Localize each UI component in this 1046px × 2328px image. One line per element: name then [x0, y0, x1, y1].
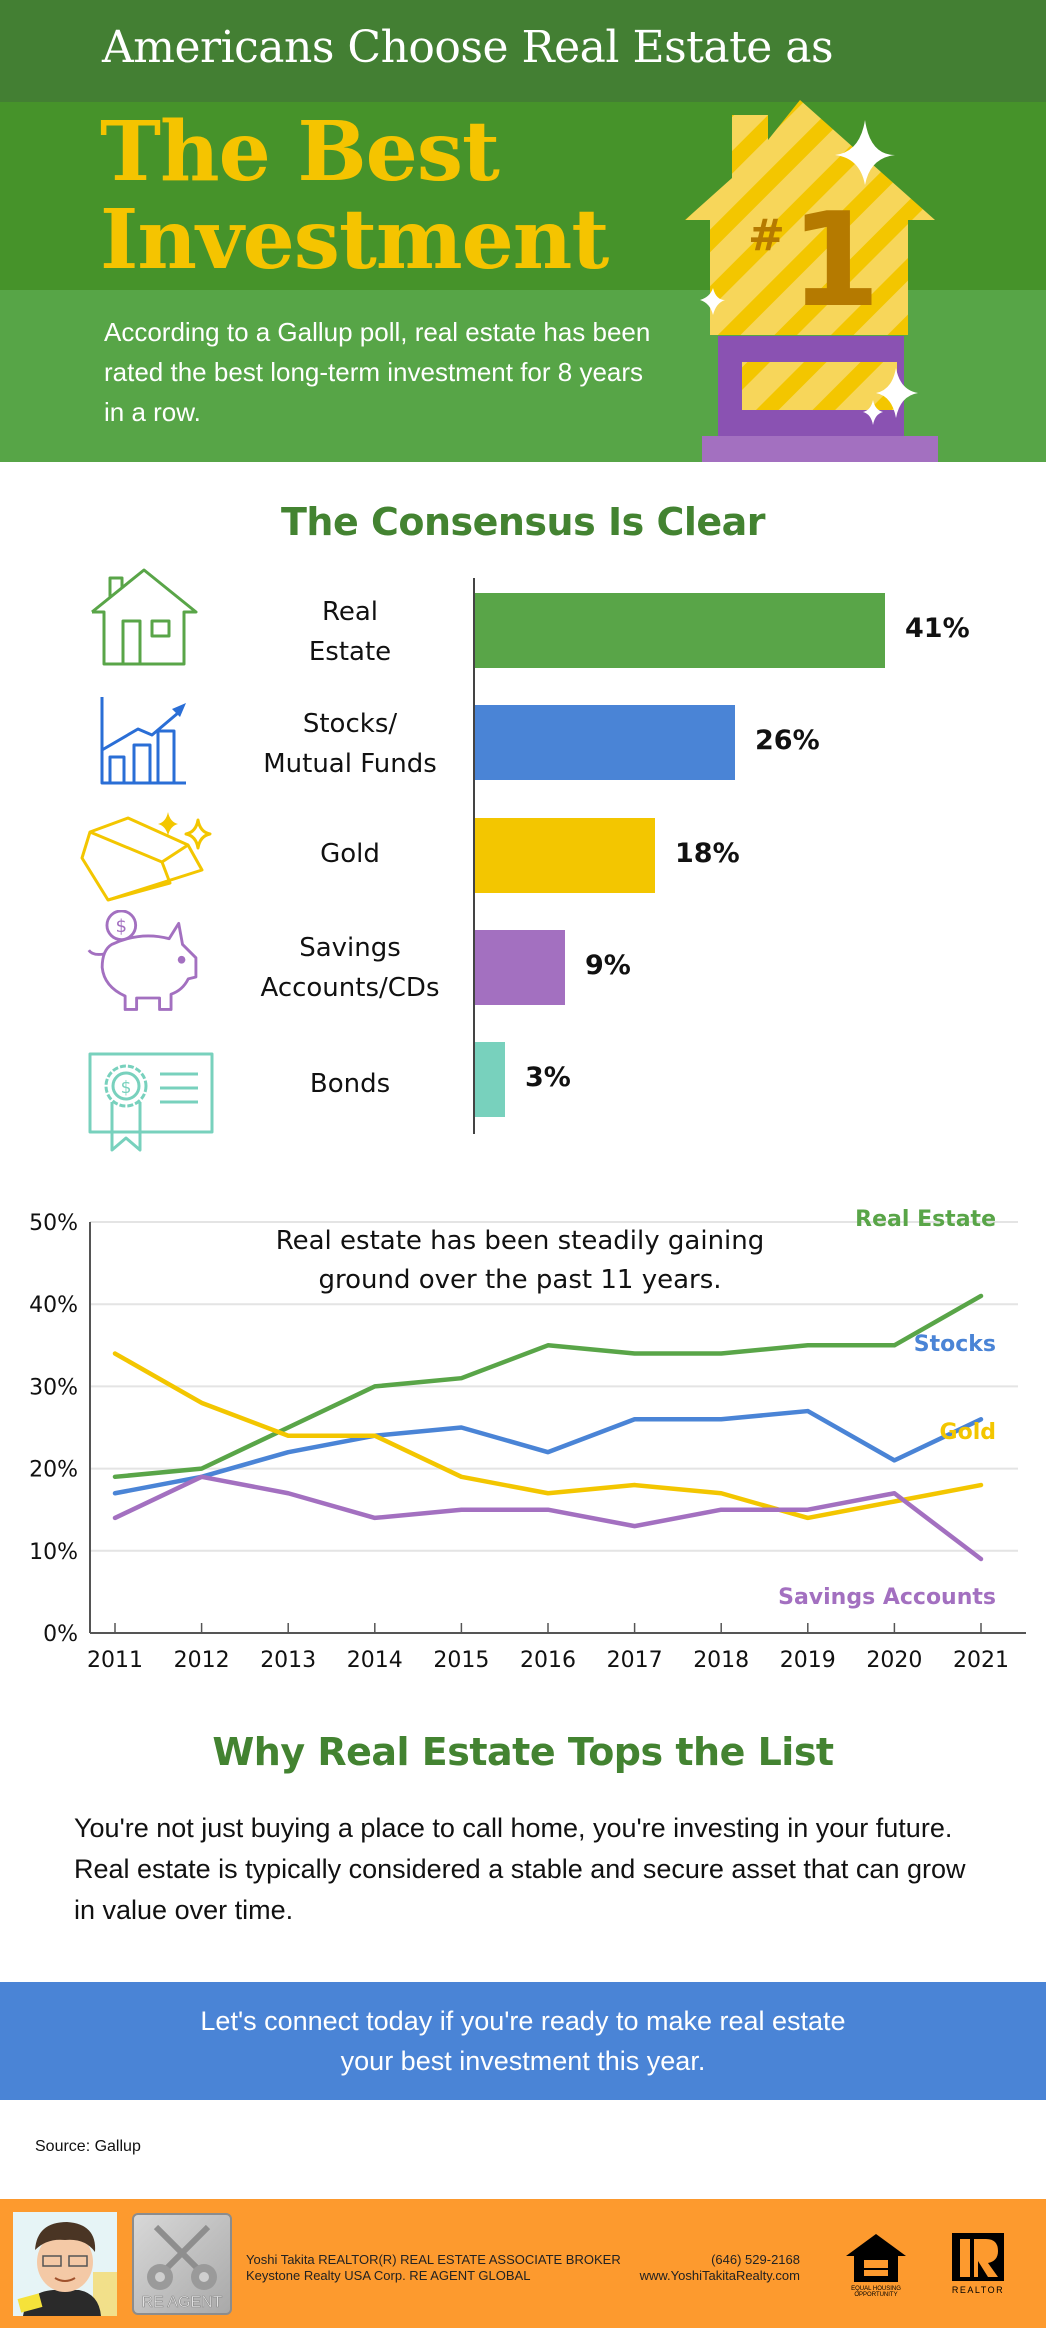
bar-4 — [475, 1042, 505, 1117]
y-tick-label: 50% — [29, 1211, 78, 1236]
bar-3 — [475, 930, 565, 1005]
trophy-house-shape — [685, 100, 935, 335]
x-tick-label: 2019 — [780, 1648, 836, 1670]
svg-text:REALTOR: REALTOR — [952, 2285, 1004, 2295]
series-label: Real Estate — [855, 1207, 996, 1232]
house-icon — [91, 568, 198, 666]
y-tick-label: 20% — [29, 1458, 78, 1483]
header-intro-text: According to a Gallup poll, real estate … — [104, 317, 651, 427]
bar-value-label: 3% — [525, 1062, 571, 1093]
sparkle-icon — [835, 120, 895, 185]
x-tick-label: 2011 — [87, 1648, 143, 1670]
svg-text:$: $ — [121, 1078, 132, 1098]
line-chart: 0% 10% 20% 30% 40% 50% 2011 2012 2013 2014 2015 201… — [29, 1207, 1026, 1670]
y-tick-label: 30% — [29, 1375, 78, 1400]
bar-chart-axis — [473, 578, 475, 1134]
re-agent-logo: RE AGENT — [132, 2213, 232, 2315]
sparkle-icon — [700, 288, 725, 315]
header-title-line1: The Best — [100, 104, 500, 200]
header-title: The Best Investment — [100, 104, 609, 288]
bar-value-label: 9% — [585, 950, 631, 981]
header-band-top — [0, 0, 1046, 102]
header-title-line2: Investment — [100, 192, 609, 288]
source-note: Source: Gallup — [35, 2138, 141, 2155]
x-tick-label: 2012 — [174, 1648, 230, 1670]
series-line-savings-accounts — [112, 1474, 984, 1562]
bar-0 — [475, 593, 885, 668]
bar-2 — [475, 818, 655, 893]
cta-text: Let's connect today if you're ready to m… — [200, 2006, 846, 2076]
trophy-pedestal — [702, 436, 938, 462]
footer-company-line: Keystone Realty USA Corp. RE AGENT GLOBA… — [246, 2268, 531, 2283]
category-label-gold: Gold — [320, 839, 380, 869]
category-label-savings: Savings Accounts/CDs — [260, 933, 440, 1003]
agent-caricature-icon — [13, 2212, 117, 2316]
bar-value-label: 26% — [755, 725, 820, 756]
category-label-bonds: Bonds — [309, 1069, 391, 1099]
series-label: Savings Accounts — [778, 1585, 996, 1610]
line-chart-annotation: Real estate has been steadily gaining gr… — [275, 1226, 765, 1295]
consensus-title: The Consensus Is Clear — [280, 500, 766, 544]
agent-avatar — [13, 2212, 117, 2316]
why-body: You're not just buying a place to call h… — [74, 1813, 966, 1925]
series-label: Gold — [940, 1420, 996, 1445]
piggy-bank-icon: $ — [87, 910, 198, 1011]
footer-phone[interactable]: (646) 529-2168 — [711, 2252, 800, 2267]
y-tick-label: 10% — [29, 1540, 78, 1565]
x-tick-label: 2020 — [866, 1648, 922, 1670]
house-trophy-icon: # 1 — [685, 100, 938, 462]
equal-housing-opportunity-icon: EQUAL HOUSING OPPORTUNITY — [846, 2234, 906, 2298]
bar-value-label: 18% — [675, 838, 740, 869]
cta-banner: Let's connect today if you're ready to m… — [0, 1982, 1046, 2100]
stock-chart-icon — [100, 697, 186, 785]
x-tick-label: 2018 — [693, 1648, 749, 1670]
bond-certificate-icon: $ — [88, 1052, 214, 1152]
category-label-real-estate: Real Estate — [308, 597, 392, 667]
gold-bar-icon — [80, 812, 212, 902]
x-tick-label: 2015 — [433, 1648, 489, 1670]
svg-text:$: $ — [116, 916, 128, 937]
bar-1 — [475, 705, 735, 780]
series-label: Stocks — [914, 1332, 996, 1357]
crossed-keys-icon: RE AGENT — [141, 2224, 223, 2311]
header-subtitle: Americans Choose Real Estate as — [102, 22, 834, 73]
trophy-number: 1 — [790, 184, 880, 336]
y-tick-label: 0% — [43, 1622, 78, 1647]
bar-value-label: 41% — [905, 613, 970, 644]
why-title: Why Real Estate Tops the List — [212, 1730, 834, 1774]
x-tick-label: 2014 — [347, 1648, 403, 1670]
category-label-stocks: Stocks/ Mutual Funds — [263, 709, 437, 779]
y-tick-label: 40% — [29, 1293, 78, 1318]
svg-text:EQUAL HOUSING: EQUAL HOUSING — [851, 2286, 901, 2292]
trophy-hash: # — [748, 210, 785, 261]
sparkle-icon — [863, 400, 883, 425]
svg-text:RE AGENT: RE AGENT — [142, 2294, 223, 2311]
trophy-plaque — [742, 362, 897, 410]
realtor-logo-icon: REALTOR — [952, 2233, 1004, 2295]
footer-website-link[interactable]: www.YoshiTakitaRealty.com — [639, 2268, 800, 2283]
svg-text:OPPORTUNITY: OPPORTUNITY — [854, 2292, 897, 2298]
x-tick-label: 2016 — [520, 1648, 576, 1670]
sparkle-icon — [876, 368, 918, 418]
footer-agent-line: Yoshi Takita REALTOR(R) REAL ESTATE ASSO… — [246, 2252, 621, 2267]
x-tick-label: 2013 — [260, 1648, 316, 1670]
x-tick-label: 2017 — [607, 1648, 663, 1670]
x-tick-label: 2021 — [953, 1648, 1009, 1670]
